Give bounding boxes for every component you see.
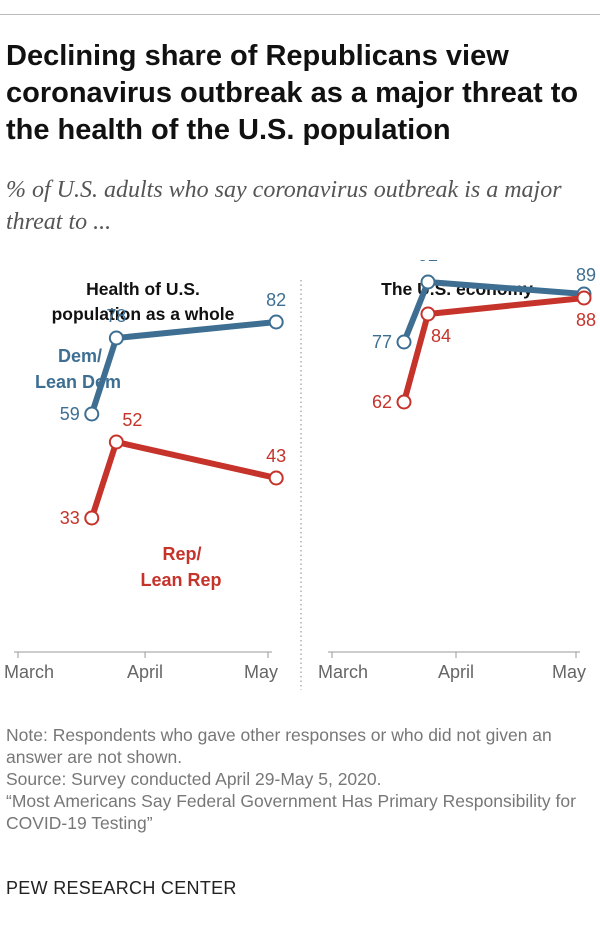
data-label: 92 <box>418 260 438 265</box>
legend-dem-line1: Dem/ <box>58 346 102 366</box>
data-point <box>420 274 436 290</box>
x-tick-label: May <box>552 662 586 682</box>
legend-dem-line2: Lean Dem <box>35 372 121 392</box>
credit: PEW RESEARCH CENTER <box>6 878 237 898</box>
data-point <box>268 470 284 486</box>
chart-area: Health of U.S. population as a whole March… <box>4 260 596 690</box>
series-line-rep <box>88 439 280 521</box>
source-text: Source: Survey conducted April 29-May 5,… <box>6 769 382 789</box>
data-point <box>576 290 592 306</box>
data-label: 82 <box>266 290 286 310</box>
panel-title: Health of U.S. <box>86 279 200 299</box>
data-label: 77 <box>372 332 392 352</box>
notes-block: Note: Respondents who gave other respons… <box>6 724 596 834</box>
x-tick-label: March <box>318 662 368 682</box>
data-point <box>396 394 412 410</box>
chart-subtitle: % of U.S. adults who say coronavirus out… <box>6 177 562 235</box>
data-point <box>396 334 412 350</box>
data-label: 89 <box>576 265 596 285</box>
data-point <box>108 434 124 450</box>
x-tick-label: March <box>4 662 54 682</box>
legend-rep-line2: Lean Rep <box>140 570 221 590</box>
data-point <box>84 510 100 526</box>
data-label: 33 <box>60 508 80 528</box>
data-point <box>268 314 284 330</box>
data-label: 84 <box>431 326 451 346</box>
panel-title: The U.S. economy <box>381 279 533 299</box>
data-label: 78 <box>106 306 126 326</box>
data-point <box>108 330 124 346</box>
panel-title: population as a whole <box>52 304 235 324</box>
data-label: 62 <box>372 392 392 412</box>
top-rule <box>0 14 600 15</box>
data-label: 43 <box>266 446 286 466</box>
chart-title: Declining share of Republicans view coro… <box>6 40 579 146</box>
data-point <box>84 406 100 422</box>
x-tick-label: April <box>127 662 163 682</box>
x-tick-label: May <box>244 662 278 682</box>
note-text: Note: Respondents who gave other respons… <box>6 725 552 767</box>
x-tick-label: April <box>438 662 474 682</box>
report-title: “Most Americans Say Federal Government H… <box>6 791 576 833</box>
data-label: 59 <box>60 404 80 424</box>
data-label: 52 <box>122 410 142 430</box>
legend-rep-line1: Rep/ <box>162 544 201 564</box>
data-point <box>420 306 436 322</box>
data-label: 88 <box>576 310 596 330</box>
